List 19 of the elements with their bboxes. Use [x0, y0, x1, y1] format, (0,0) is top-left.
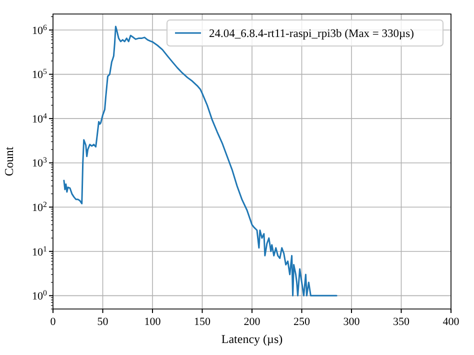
y-tick-label: 10$^{0}$	[32, 288, 48, 303]
x-tick-label: 250	[294, 316, 310, 328]
x-tick-label: 350	[393, 316, 410, 328]
y-tick-label: 10$^{4}$	[32, 110, 48, 126]
x-axis-title: Latency (µs)	[221, 332, 283, 346]
x-tick-label: 200	[244, 316, 261, 328]
x-tick-label: 0	[50, 316, 56, 328]
legend-label: 24.04_6.8.4-rt11-raspi_rpi3b (Max = 330µs)	[209, 28, 414, 40]
y-tick-label: 10$^{2}$	[32, 199, 48, 214]
y-tick-label: 10$^{1}$	[32, 244, 48, 258]
y-tick-label: 10$^{6}$	[32, 22, 48, 37]
x-tick-label: 100	[144, 316, 162, 328]
y-tick-label: 10$^{3}$	[32, 155, 48, 170]
y-axis-title: Count	[2, 146, 16, 176]
x-tick-label: 150	[194, 316, 211, 328]
x-tick-label: 300	[343, 316, 360, 328]
x-tick-label: 400	[442, 316, 460, 328]
y-tick-label: 10$^{5}$	[32, 66, 48, 82]
x-tick-label: 50	[97, 316, 109, 328]
